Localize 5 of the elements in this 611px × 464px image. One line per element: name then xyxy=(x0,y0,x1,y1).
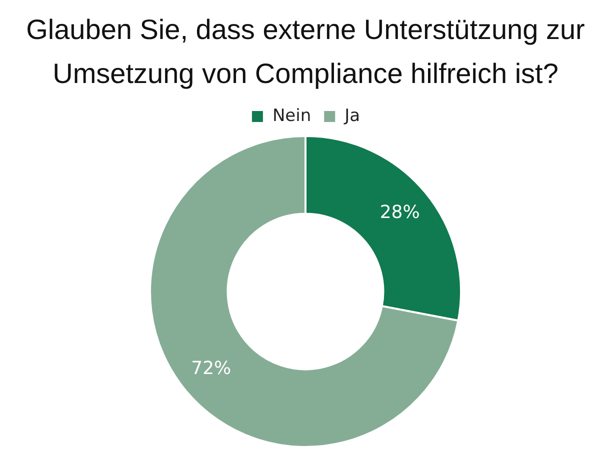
data-label: 28% xyxy=(380,202,420,224)
legend-label: Nein xyxy=(272,106,312,126)
legend-label: Ja xyxy=(344,106,360,126)
data-label: 72% xyxy=(191,358,232,380)
chart-title: Glauben Sie, dass externe Unterstützung zur Umsetzung von Compliance hilfreich ist? xyxy=(25,13,586,91)
